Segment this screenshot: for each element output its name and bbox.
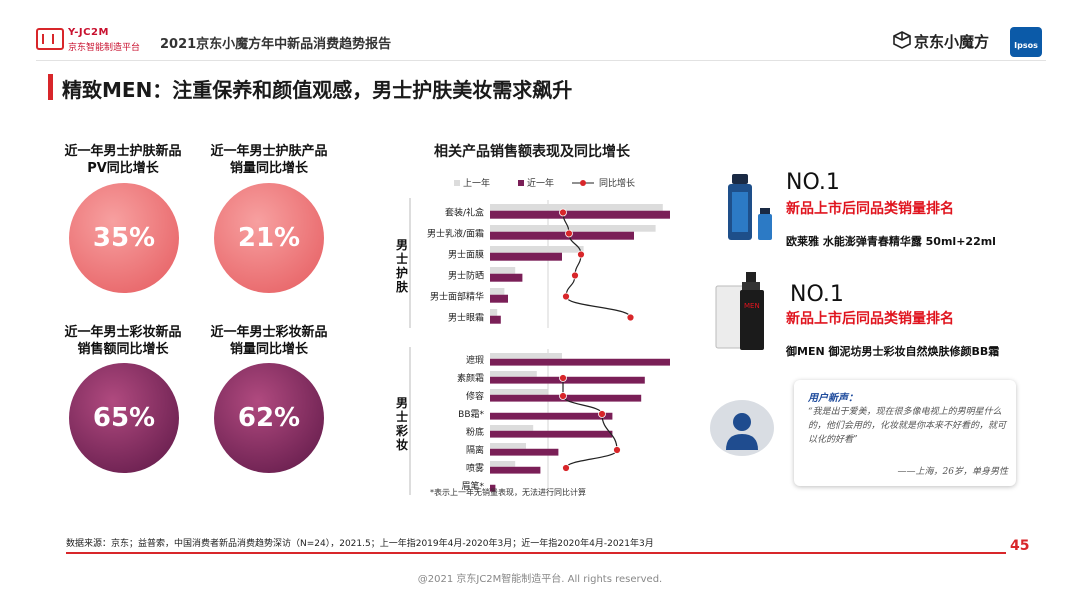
group-label: 男士彩妆: [395, 396, 408, 452]
quote-text: “我是出于爱美，现在很多像电视上的男明星什么的，他们会用的，化妆就是你本来不好看…: [808, 407, 1007, 445]
bar-curr: [490, 430, 613, 438]
svg-text:MEN: MEN: [744, 302, 760, 310]
category-label: 隔离: [466, 444, 484, 456]
legend-swatch-prev: [454, 180, 460, 186]
growth-point: [598, 410, 606, 418]
legend-label-growth: 同比增长: [599, 177, 635, 189]
category-label: 男士面部精华: [430, 291, 484, 303]
stat-circle-makeup-sales: 62%: [214, 363, 324, 473]
bar-prev: [490, 371, 537, 377]
stat-circle-skincare-pv: 35%: [69, 183, 179, 293]
jd-cube-icon: [893, 31, 911, 49]
ipsos-logo: Ipsos: [1010, 27, 1042, 57]
title-accent-bar: [48, 74, 53, 100]
bb-cream-product-image: MEN: [715, 272, 764, 350]
report-title: 2021京东小魔方年中新品消费趋势报告: [160, 37, 392, 52]
bar-curr: [490, 448, 559, 456]
bar-curr: [490, 252, 562, 261]
growth-line: [562, 378, 618, 469]
data-source: 数据来源：京东；益普索，中国消费者新品消费趋势深访（N=24），2021.5；上…: [66, 539, 654, 549]
product1-name: 欧莱雅 水能澎弹青春精华露 50ml+22ml: [786, 235, 996, 248]
chart-title: 相关产品销售额表现及同比增长: [434, 144, 630, 160]
category-label: 男士面膜: [448, 249, 484, 261]
bar-prev: [490, 246, 584, 253]
product2-rank: NO.1: [790, 282, 844, 307]
growth-point: [562, 464, 570, 472]
growth-point: [565, 229, 573, 238]
footer-divider: [66, 552, 1006, 554]
bar-prev: [490, 267, 516, 274]
bar-prev: [490, 309, 498, 316]
bar-prev: [490, 461, 516, 467]
brand-subtitle: 京东智能制造平台: [68, 43, 141, 53]
jd-brand-name: 京东小魔方: [914, 33, 990, 51]
bar-curr: [490, 231, 634, 240]
stat-label-skincare-pv: 近一年男士护肤新品 PV同比增长: [64, 144, 182, 176]
stat-label-makeup-sales: 近一年男士彩妆新品 销量同比增长: [210, 325, 328, 357]
legend-label-prev: 上一年: [463, 177, 490, 189]
growth-point: [571, 271, 579, 280]
chart-note: *表示上一年无销量表现，无法进行同比计算: [430, 488, 586, 497]
category-label: BB霜*: [458, 409, 484, 420]
growth-point: [626, 313, 635, 322]
bar-curr: [490, 294, 508, 303]
stat-label-skincare-sales: 近一年男士护肤产品 销量同比增长: [210, 144, 328, 176]
bar-prev: [490, 288, 505, 295]
category-label: 男士防晒: [448, 270, 484, 282]
category-label: 眉笔*: [461, 480, 484, 492]
page-number: 45: [1010, 538, 1030, 554]
product2-name: 御MEN 御泥坊男士彩妆自然焕肤修颜BB霜: [786, 345, 1000, 358]
bar-curr: [490, 273, 523, 282]
serum-product-image: [728, 174, 772, 240]
bar-prev: [490, 225, 656, 232]
category-label: 素颜霜: [457, 372, 484, 384]
bar-prev: [490, 204, 663, 211]
bar-prev: [490, 389, 548, 395]
brand-logo-icon: [36, 28, 64, 50]
growth-point: [559, 392, 567, 400]
stat-label-makeup-revenue: 近一年男士彩妆新品 销售额同比增长: [64, 325, 182, 357]
product2-rank-label: 新品上市后同品类销量排名: [786, 311, 954, 327]
legend-label-curr: 近一年: [527, 177, 554, 189]
brand-name: Y-JC2M: [68, 27, 109, 38]
user-quote-card: [794, 380, 1016, 486]
bar-curr: [490, 484, 496, 492]
category-label: 男士眼霜: [448, 312, 484, 324]
bar-curr: [490, 358, 670, 366]
legend-swatch-curr: [518, 180, 524, 186]
bar-curr: [490, 376, 645, 384]
category-label: 套装/礼盒: [445, 207, 484, 219]
stat-circle-makeup-revenue: 65%: [69, 363, 179, 473]
bar-curr: [490, 466, 541, 474]
growth-point: [559, 208, 567, 217]
category-label: 粉底: [466, 426, 484, 438]
stat-circle-skincare-sales: 21%: [214, 183, 324, 293]
header-divider: [36, 60, 1046, 61]
page-title: 精致MEN：注重保养和颜值观感，男士护肤美妆需求飙升: [62, 78, 573, 102]
user-avatar-icon: [710, 400, 774, 456]
category-label: 遮瑕: [466, 354, 484, 366]
quote-source: ——上海，26岁，单身男性: [897, 467, 1008, 477]
growth-point: [613, 446, 621, 454]
category-label: 男士乳液/面霜: [427, 228, 484, 240]
bar-curr: [490, 412, 613, 420]
bar-prev: [490, 443, 526, 449]
group-label: 男士护肤: [396, 238, 409, 294]
growth-point: [559, 374, 567, 382]
bar-curr: [490, 210, 670, 219]
growth-point: [562, 292, 570, 301]
category-label: 修容: [466, 390, 484, 402]
legend-dot-growth: [580, 180, 586, 186]
bar-prev: [490, 425, 534, 431]
copyright: @2021 京东JC2M智能制造平台. All rights reserved.: [417, 574, 663, 585]
category-label: 喷雾: [466, 463, 484, 474]
bar-prev: [490, 353, 562, 359]
growth-point: [577, 250, 585, 259]
quote-heading: 用户新声：: [808, 393, 858, 404]
product1-rank-label: 新品上市后同品类销量排名: [786, 201, 954, 217]
product1-rank: NO.1: [786, 170, 840, 195]
bar-curr: [490, 315, 501, 324]
